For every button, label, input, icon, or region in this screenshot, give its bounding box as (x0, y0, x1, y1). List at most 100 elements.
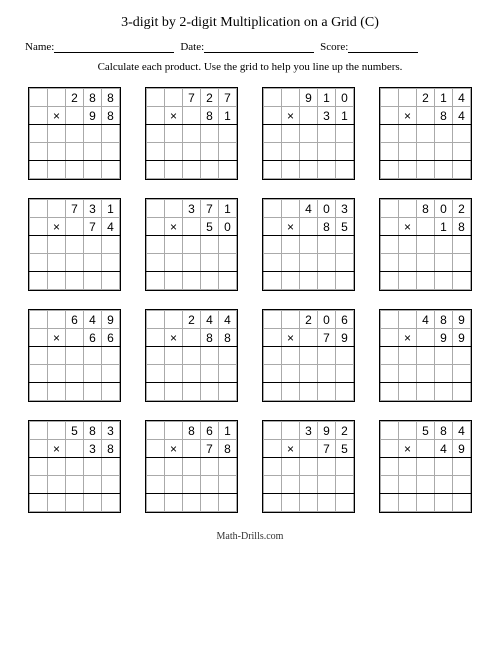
work-cell[interactable] (453, 272, 471, 290)
score-blank[interactable] (348, 41, 418, 53)
work-cell[interactable] (219, 161, 237, 179)
work-cell[interactable] (453, 383, 471, 401)
work-cell[interactable] (381, 383, 399, 401)
work-cell[interactable] (336, 458, 354, 476)
work-cell[interactable] (264, 236, 282, 254)
work-cell[interactable] (300, 494, 318, 512)
work-cell[interactable] (417, 161, 435, 179)
work-cell[interactable] (318, 476, 336, 494)
work-cell[interactable] (183, 494, 201, 512)
work-cell[interactable] (165, 383, 183, 401)
work-cell[interactable] (264, 383, 282, 401)
work-cell[interactable] (435, 365, 453, 383)
work-cell[interactable] (66, 476, 84, 494)
work-cell[interactable] (336, 365, 354, 383)
work-cell[interactable] (435, 347, 453, 365)
work-cell[interactable] (264, 458, 282, 476)
work-cell[interactable] (30, 383, 48, 401)
work-cell[interactable] (102, 236, 120, 254)
work-cell[interactable] (30, 494, 48, 512)
work-cell[interactable] (201, 476, 219, 494)
work-cell[interactable] (453, 125, 471, 143)
work-cell[interactable] (453, 236, 471, 254)
work-cell[interactable] (183, 272, 201, 290)
work-cell[interactable] (399, 143, 417, 161)
work-cell[interactable] (201, 347, 219, 365)
work-cell[interactable] (165, 476, 183, 494)
work-cell[interactable] (219, 365, 237, 383)
work-cell[interactable] (399, 383, 417, 401)
work-cell[interactable] (30, 476, 48, 494)
work-cell[interactable] (147, 383, 165, 401)
work-cell[interactable] (381, 236, 399, 254)
work-cell[interactable] (147, 458, 165, 476)
work-cell[interactable] (264, 254, 282, 272)
work-cell[interactable] (201, 458, 219, 476)
work-cell[interactable] (66, 494, 84, 512)
work-cell[interactable] (417, 494, 435, 512)
work-cell[interactable] (300, 365, 318, 383)
work-cell[interactable] (381, 476, 399, 494)
work-cell[interactable] (201, 365, 219, 383)
work-cell[interactable] (453, 161, 471, 179)
work-cell[interactable] (102, 143, 120, 161)
work-cell[interactable] (66, 365, 84, 383)
work-cell[interactable] (84, 347, 102, 365)
work-cell[interactable] (84, 161, 102, 179)
work-cell[interactable] (147, 494, 165, 512)
work-cell[interactable] (417, 254, 435, 272)
work-cell[interactable] (183, 143, 201, 161)
work-cell[interactable] (435, 272, 453, 290)
work-cell[interactable] (453, 494, 471, 512)
work-cell[interactable] (147, 143, 165, 161)
work-cell[interactable] (336, 125, 354, 143)
work-cell[interactable] (48, 365, 66, 383)
work-cell[interactable] (453, 347, 471, 365)
work-cell[interactable] (318, 347, 336, 365)
work-cell[interactable] (102, 458, 120, 476)
work-cell[interactable] (282, 143, 300, 161)
work-cell[interactable] (102, 476, 120, 494)
work-cell[interactable] (48, 254, 66, 272)
work-cell[interactable] (399, 272, 417, 290)
work-cell[interactable] (147, 347, 165, 365)
work-cell[interactable] (102, 161, 120, 179)
work-cell[interactable] (66, 458, 84, 476)
work-cell[interactable] (201, 143, 219, 161)
work-cell[interactable] (300, 272, 318, 290)
work-cell[interactable] (381, 143, 399, 161)
work-cell[interactable] (219, 143, 237, 161)
work-cell[interactable] (165, 272, 183, 290)
work-cell[interactable] (435, 143, 453, 161)
work-cell[interactable] (48, 143, 66, 161)
work-cell[interactable] (399, 161, 417, 179)
work-cell[interactable] (318, 125, 336, 143)
work-cell[interactable] (30, 458, 48, 476)
work-cell[interactable] (66, 161, 84, 179)
work-cell[interactable] (399, 494, 417, 512)
work-cell[interactable] (282, 494, 300, 512)
work-cell[interactable] (318, 161, 336, 179)
work-cell[interactable] (48, 476, 66, 494)
work-cell[interactable] (318, 143, 336, 161)
work-cell[interactable] (219, 272, 237, 290)
work-cell[interactable] (219, 347, 237, 365)
work-cell[interactable] (147, 272, 165, 290)
work-cell[interactable] (318, 383, 336, 401)
work-cell[interactable] (300, 476, 318, 494)
work-cell[interactable] (66, 347, 84, 365)
work-cell[interactable] (48, 383, 66, 401)
work-cell[interactable] (435, 161, 453, 179)
work-cell[interactable] (417, 458, 435, 476)
work-cell[interactable] (165, 143, 183, 161)
work-cell[interactable] (399, 476, 417, 494)
work-cell[interactable] (417, 236, 435, 254)
work-cell[interactable] (201, 125, 219, 143)
work-cell[interactable] (381, 347, 399, 365)
work-cell[interactable] (183, 347, 201, 365)
work-cell[interactable] (84, 383, 102, 401)
work-cell[interactable] (30, 254, 48, 272)
work-cell[interactable] (318, 272, 336, 290)
work-cell[interactable] (336, 347, 354, 365)
work-cell[interactable] (84, 272, 102, 290)
